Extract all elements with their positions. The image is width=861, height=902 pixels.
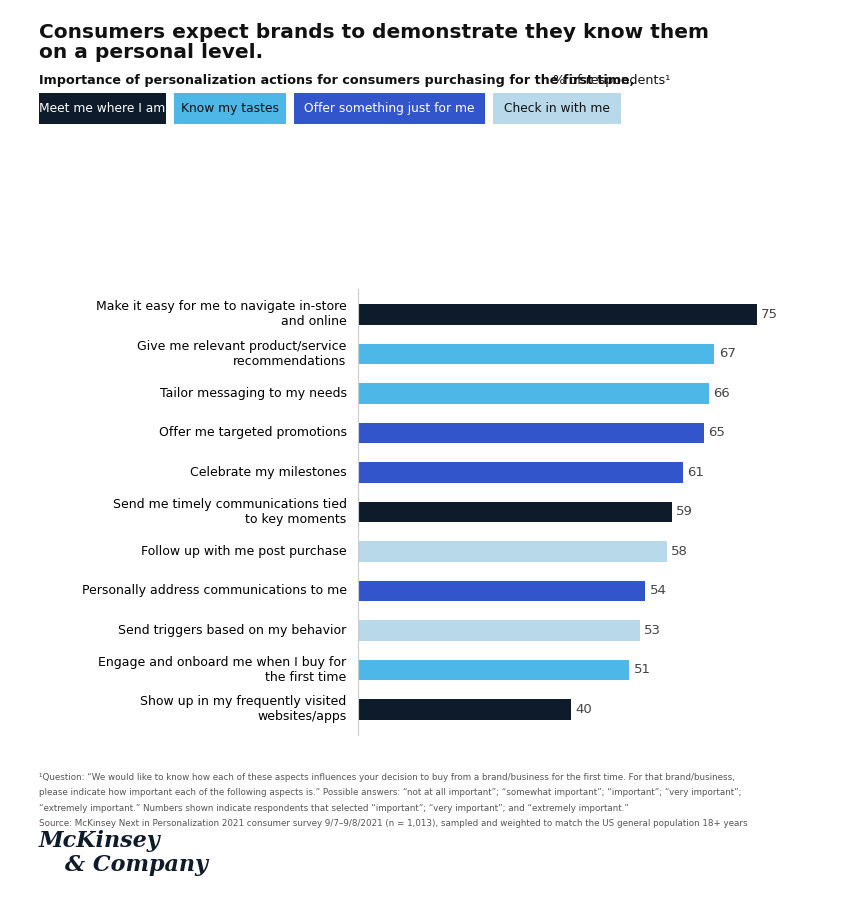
Bar <box>357 383 709 403</box>
Bar <box>357 344 714 364</box>
Text: Meet me where I am: Meet me where I am <box>40 102 165 115</box>
Text: 67: 67 <box>718 347 734 360</box>
Text: ¹Question: “We would like to know how each of these aspects influences your deci: ¹Question: “We would like to know how ea… <box>39 773 734 782</box>
Bar <box>357 502 671 522</box>
Bar <box>357 423 703 443</box>
Text: Check in with me: Check in with me <box>504 102 609 115</box>
Text: 65: 65 <box>707 427 724 439</box>
Bar <box>357 659 629 680</box>
Text: Importance of personalization actions for consumers purchasing for the first tim: Importance of personalization actions fo… <box>39 74 634 87</box>
Text: McKinsey: McKinsey <box>39 830 160 851</box>
Text: % of respondents¹: % of respondents¹ <box>548 74 670 87</box>
Text: 75: 75 <box>760 308 777 321</box>
Text: 61: 61 <box>686 465 703 479</box>
Text: Offer something just for me: Offer something just for me <box>304 102 474 115</box>
Text: 51: 51 <box>633 664 650 676</box>
Text: Source: McKinsey Next in Personalization 2021 consumer survey 9/7–9/8/2021 (n = : Source: McKinsey Next in Personalization… <box>39 819 746 828</box>
Text: 54: 54 <box>648 584 666 597</box>
Text: Know my tastes: Know my tastes <box>181 102 279 115</box>
Text: 58: 58 <box>670 545 687 558</box>
Text: “extremely important.” Numbers shown indicate respondents that selected “importa: “extremely important.” Numbers shown ind… <box>39 804 628 813</box>
Bar <box>357 581 645 601</box>
Bar <box>357 621 639 640</box>
Bar <box>357 462 682 483</box>
Text: please indicate how important each of the following aspects is.” Possible answer: please indicate how important each of th… <box>39 788 740 797</box>
Text: Consumers expect brands to demonstrate they know them: Consumers expect brands to demonstrate t… <box>39 23 708 41</box>
Text: 59: 59 <box>675 505 692 519</box>
Text: 40: 40 <box>574 703 591 716</box>
Text: 53: 53 <box>643 624 660 637</box>
Bar <box>357 699 570 720</box>
Bar <box>357 541 666 562</box>
Text: & Company: & Company <box>65 854 208 876</box>
Text: 66: 66 <box>713 387 729 400</box>
Text: on a personal level.: on a personal level. <box>39 43 263 62</box>
Bar <box>357 304 756 325</box>
